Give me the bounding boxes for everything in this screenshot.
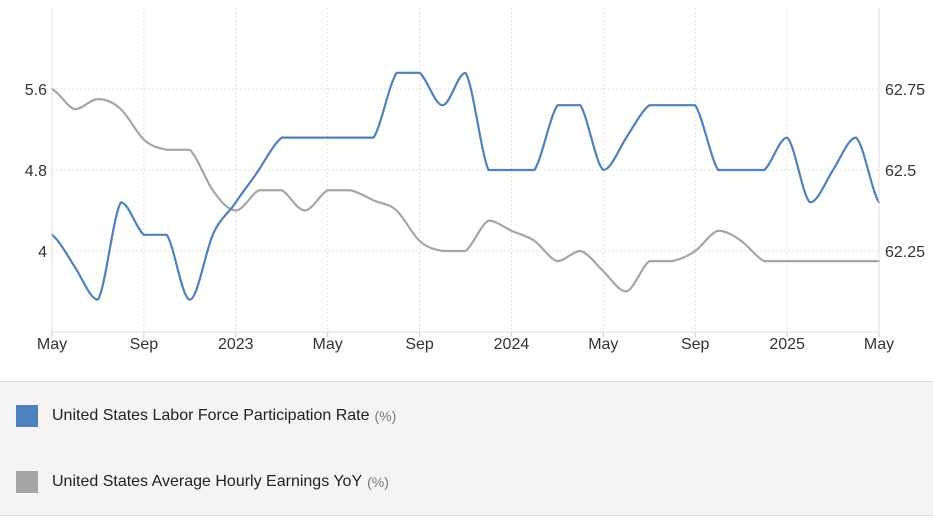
series-line-hourly-earnings (50, 87, 881, 293)
x-tick-label: Sep (681, 336, 710, 353)
series-line-participation-rate (50, 71, 881, 301)
x-tick-label: 2024 (494, 336, 530, 353)
x-tick-label: May (313, 336, 343, 353)
line-chart: May Sep 2023 May Sep 2024 May Sep 2025 May 5.6 4.8 4… (25, 8, 925, 353)
x-tick-label: Sep (405, 336, 434, 353)
legend-swatch-blue (16, 405, 38, 427)
y-right-tick-label: 62.25 (885, 244, 925, 261)
y-left-tick-label: 5.6 (25, 82, 47, 99)
legend-item-earnings[interactable]: United States Average Hourly Earnings Yo… (16, 470, 389, 494)
x-tick-label: 2025 (769, 336, 805, 353)
y-left-tick-label: 4.8 (25, 163, 47, 180)
legend-unit-earnings: (%) (367, 474, 389, 490)
y-right-tick-label: 62.75 (885, 82, 925, 99)
legend: United States Labor Force Participation … (0, 381, 933, 516)
tick-labels: May Sep 2023 May Sep 2024 May Sep 2025 May 5.6 4.8 4… (25, 82, 925, 353)
x-tick-label: May (37, 336, 67, 353)
y-left-tick-label: 4 (38, 244, 47, 261)
legend-item-participation[interactable]: United States Labor Force Participation … (16, 404, 396, 428)
chart-area: May Sep 2023 May Sep 2024 May Sep 2025 May 5.6 4.8 4… (25, 8, 925, 353)
x-tick-label: 2023 (218, 336, 254, 353)
axes (51, 8, 880, 337)
legend-unit-participation: (%) (374, 408, 397, 424)
legend-label-earnings: United States Average Hourly Earnings Yo… (52, 473, 363, 490)
x-tick-label: May (864, 336, 894, 353)
legend-swatch-gray (16, 471, 38, 493)
legend-label-participation: United States Labor Force Participation … (52, 407, 370, 424)
y-right-tick-label: 62.5 (885, 163, 916, 180)
x-tick-label: Sep (130, 336, 159, 353)
x-tick-label: May (588, 336, 618, 353)
series-lines (50, 71, 881, 301)
